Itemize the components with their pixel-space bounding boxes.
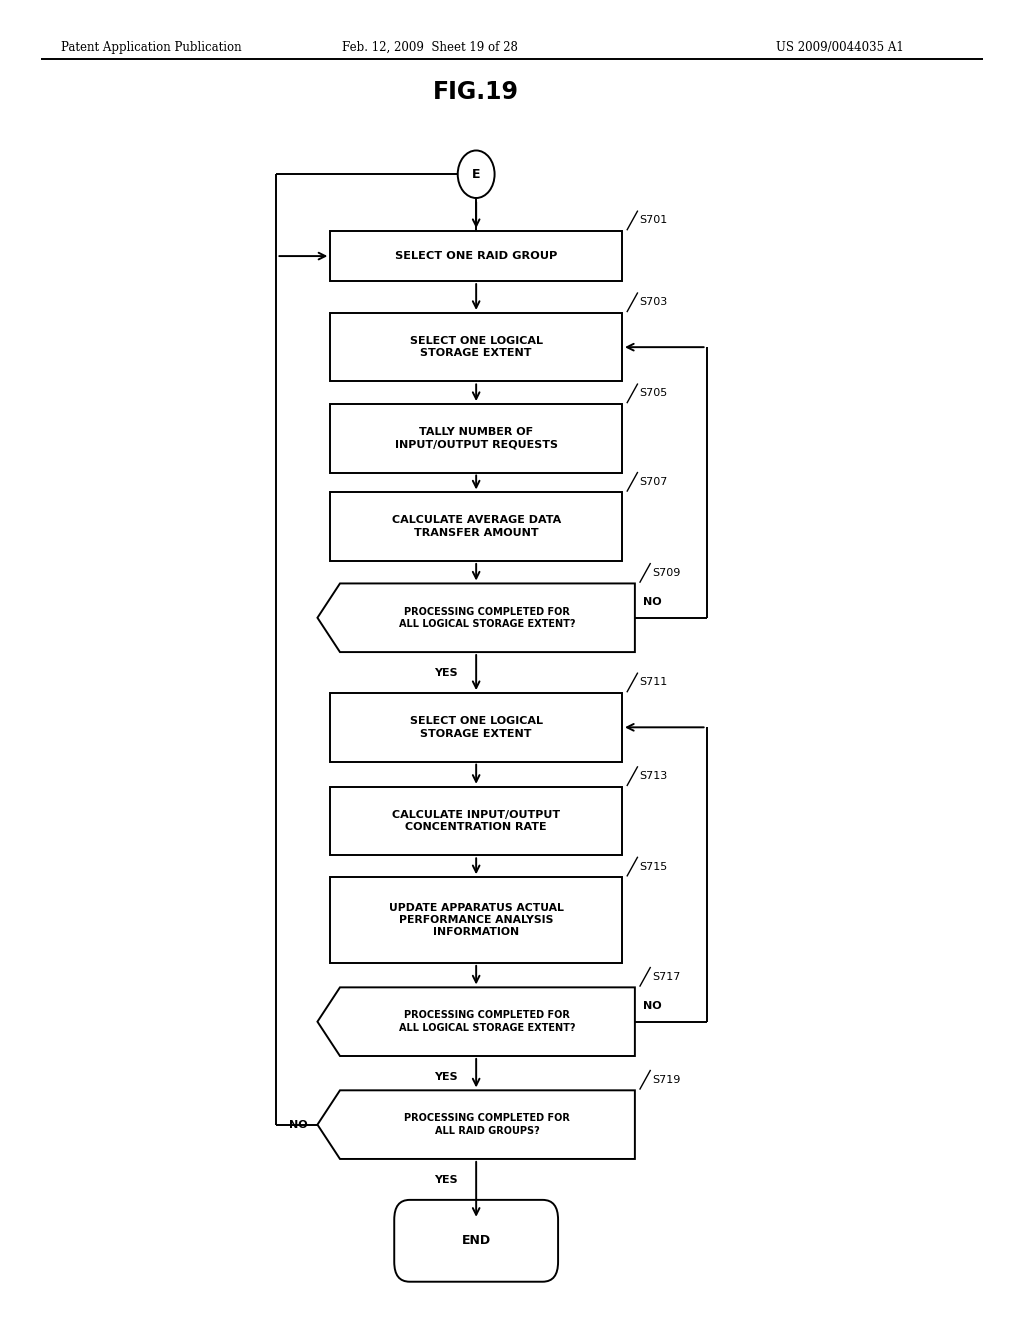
Text: YES: YES: [433, 668, 458, 678]
Text: S701: S701: [639, 215, 668, 226]
Circle shape: [458, 150, 495, 198]
Text: SELECT ONE LOGICAL
STORAGE EXTENT: SELECT ONE LOGICAL STORAGE EXTENT: [410, 337, 543, 358]
Text: S707: S707: [639, 477, 668, 487]
Text: S709: S709: [652, 568, 681, 578]
Text: Feb. 12, 2009  Sheet 19 of 28: Feb. 12, 2009 Sheet 19 of 28: [342, 41, 518, 54]
Text: Patent Application Publication: Patent Application Publication: [61, 41, 242, 54]
FancyBboxPatch shape: [394, 1200, 558, 1282]
FancyBboxPatch shape: [330, 878, 622, 964]
Text: S715: S715: [639, 862, 668, 871]
Text: SELECT ONE RAID GROUP: SELECT ONE RAID GROUP: [395, 251, 557, 261]
FancyBboxPatch shape: [330, 404, 622, 473]
Text: END: END: [462, 1234, 490, 1247]
Text: S713: S713: [639, 771, 668, 781]
Text: S717: S717: [652, 972, 681, 982]
Text: PROCESSING COMPLETED FOR
ALL LOGICAL STORAGE EXTENT?: PROCESSING COMPLETED FOR ALL LOGICAL STO…: [399, 1011, 575, 1032]
Text: E: E: [472, 168, 480, 181]
Text: NO: NO: [289, 1119, 307, 1130]
Text: S705: S705: [639, 388, 668, 399]
Polygon shape: [317, 987, 635, 1056]
Text: YES: YES: [433, 1072, 458, 1082]
Polygon shape: [317, 583, 635, 652]
Text: UPDATE APPARATUS ACTUAL
PERFORMANCE ANALYSIS
INFORMATION: UPDATE APPARATUS ACTUAL PERFORMANCE ANAL…: [389, 903, 563, 937]
Text: YES: YES: [433, 1175, 458, 1185]
Text: CALCULATE AVERAGE DATA
TRANSFER AMOUNT: CALCULATE AVERAGE DATA TRANSFER AMOUNT: [391, 516, 561, 537]
Text: S711: S711: [639, 677, 668, 688]
Text: NO: NO: [643, 597, 662, 607]
Text: S719: S719: [652, 1074, 681, 1085]
Text: TALLY NUMBER OF
INPUT/OUTPUT REQUESTS: TALLY NUMBER OF INPUT/OUTPUT REQUESTS: [394, 428, 558, 449]
Polygon shape: [317, 1090, 635, 1159]
Text: PROCESSING COMPLETED FOR
ALL RAID GROUPS?: PROCESSING COMPLETED FOR ALL RAID GROUPS…: [404, 1114, 570, 1135]
FancyBboxPatch shape: [330, 693, 622, 762]
Text: US 2009/0044035 A1: US 2009/0044035 A1: [776, 41, 903, 54]
FancyBboxPatch shape: [330, 787, 622, 855]
Text: CALCULATE INPUT/OUTPUT
CONCENTRATION RATE: CALCULATE INPUT/OUTPUT CONCENTRATION RAT…: [392, 810, 560, 832]
Text: S703: S703: [639, 297, 668, 308]
FancyBboxPatch shape: [330, 313, 622, 381]
Text: FIG.19: FIG.19: [433, 81, 519, 104]
Text: SELECT ONE LOGICAL
STORAGE EXTENT: SELECT ONE LOGICAL STORAGE EXTENT: [410, 717, 543, 738]
FancyBboxPatch shape: [330, 492, 622, 561]
Text: PROCESSING COMPLETED FOR
ALL LOGICAL STORAGE EXTENT?: PROCESSING COMPLETED FOR ALL LOGICAL STO…: [399, 607, 575, 628]
Text: NO: NO: [643, 1001, 662, 1011]
FancyBboxPatch shape: [330, 231, 622, 281]
